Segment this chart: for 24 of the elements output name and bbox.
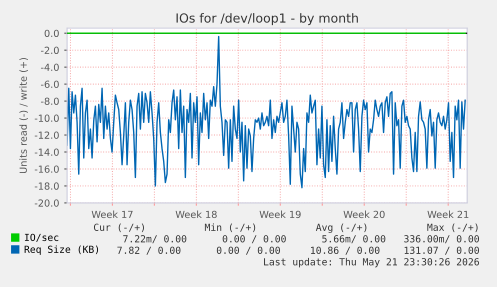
- text: 7.82 / 0.00 0.00 / 0.00 10.86 / 0.00 131.07 / 0.00: [117, 246, 479, 255]
- legend-label: IO/sec: [24, 234, 58, 242]
- x-tick-label: Week 20: [344, 210, 385, 218]
- x-tick-label: Week 21: [427, 210, 468, 218]
- text: Cur (-/+) Min (-/+) Avg (-/+) Max (-/+): [94, 223, 478, 233]
- y-tick-label: -12.0: [34, 132, 59, 139]
- text: 7.22m/ 0.00 0.00 / 0.00 5.66m/ 0.00 336.00m/ 0.00: [123, 235, 479, 244]
- y-tick-label: -14.0: [34, 148, 59, 156]
- y-tick-label: -16.0: [34, 165, 59, 173]
- text: Last update: Thu May 21 23:30:26 2026: [264, 258, 479, 268]
- y-tick-label: -20.0: [34, 199, 59, 207]
- y-tick-label: -18.0: [34, 182, 59, 190]
- y-tick-label: -8.0: [40, 98, 59, 105]
- y-tick-label: 0.0: [44, 30, 59, 38]
- y-tick-label: -4.0: [40, 64, 59, 71]
- y-tick-label: -6.0: [40, 80, 59, 88]
- x-tick-label: Week 18: [176, 210, 217, 218]
- y-axis-title: Units read (-) / write (+): [19, 58, 28, 174]
- chart-title: IOs for /dev/loop1 - by month: [176, 13, 358, 26]
- y-tick-label: -10.0: [34, 114, 59, 122]
- x-tick-label: Week 19: [260, 210, 301, 218]
- legend-label: Req Size (KB): [24, 245, 98, 255]
- y-tick-label: -2.0: [40, 46, 59, 54]
- x-tick-label: Week 17: [92, 210, 133, 218]
